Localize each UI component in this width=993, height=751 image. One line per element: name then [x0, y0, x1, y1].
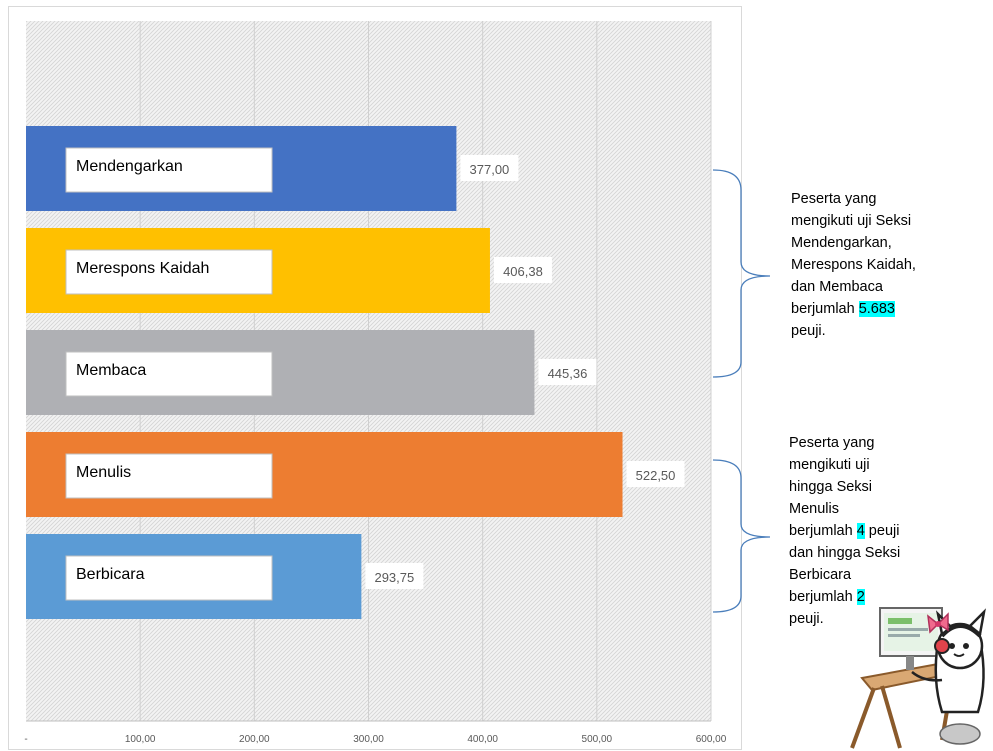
note-line: peuji.	[791, 320, 916, 342]
value-label-bg	[365, 563, 424, 589]
value-label-bg	[538, 359, 597, 385]
value-label-bg	[460, 155, 519, 181]
note-line: berjumlah 4 peuji	[789, 520, 900, 542]
highlighted-count: 5.683	[858, 301, 895, 317]
note-line: dan Membaca	[791, 276, 916, 298]
x-tick-label: 200,00	[239, 734, 270, 745]
note-text: Merespons Kaidah,	[791, 257, 916, 273]
x-tick-label: 400,00	[467, 734, 498, 745]
bar-chart: Mendengarkan 377,00 Merespons Kaidah 406,38…	[24, 21, 727, 745]
category-label: Membaca	[76, 362, 146, 379]
note-line: hingga Seksi	[789, 476, 900, 498]
note-line: mengikuti uji	[789, 454, 900, 476]
note-text: berjumlah	[789, 589, 857, 605]
category-label: Merespons Kaidah	[76, 260, 209, 277]
note-line: Peserta yang	[789, 432, 900, 454]
x-tick-label: 600,00	[696, 734, 727, 745]
category-label: Berbicara	[76, 566, 145, 583]
x-tick-label: -	[24, 734, 27, 745]
note-text: berjumlah	[789, 523, 857, 539]
category-label-box	[65, 147, 273, 193]
x-tick-label: 300,00	[353, 734, 384, 745]
category-label: Mendengarkan	[76, 158, 183, 175]
note-text: peuji.	[789, 611, 824, 627]
note-top: Peserta yang mengikuti uji Seksi Mendengar…	[791, 188, 916, 342]
value-label: 445,36	[548, 366, 588, 381]
value-label: 377,00	[470, 162, 510, 177]
note-text: Berbicara	[789, 567, 852, 583]
note-text: peuji	[864, 523, 900, 539]
note-text: hingga Seksi	[789, 479, 873, 495]
note-line: Menulis	[789, 498, 900, 520]
value-label: 293,75	[374, 570, 414, 585]
note-text: dan Membaca	[791, 279, 883, 295]
note-line: Peserta yang	[791, 188, 916, 210]
highlighted-count: 4	[856, 523, 865, 539]
note-line: Merespons Kaidah,	[791, 254, 916, 276]
note-line: peuji.	[789, 608, 900, 630]
note-text: mengikuti uji Seksi	[791, 213, 912, 229]
note-text: Menulis	[789, 501, 839, 517]
category-label-box	[65, 555, 273, 601]
highlighted-count: 2	[856, 589, 865, 605]
note-text: mengikuti uji	[789, 457, 870, 473]
note-text: peuji.	[791, 323, 826, 339]
note-line: berjumlah 2	[789, 586, 900, 608]
note-line: dan hingga Seksi	[789, 542, 900, 564]
value-label: 522,50	[636, 468, 676, 483]
x-tick-label: 500,00	[582, 734, 613, 745]
value-label-bg	[493, 257, 552, 283]
note-line: Berbicara	[789, 564, 900, 586]
note-bottom: Peserta yang mengikuti uji hingga Seksi Men…	[789, 432, 900, 630]
category-label-box	[65, 453, 273, 499]
x-tick-label: 100,00	[125, 734, 156, 745]
category-label: Menulis	[76, 464, 131, 481]
category-label-box	[65, 249, 273, 295]
note-text: Peserta yang	[791, 191, 877, 207]
value-label-bg	[626, 461, 685, 487]
note-line: mengikuti uji Seksi	[791, 210, 916, 232]
note-text: dan hingga Seksi	[789, 545, 901, 561]
note-text: Mendengarkan,	[791, 235, 892, 251]
note-line: berjumlah 5.683	[791, 298, 916, 320]
note-line: Mendengarkan,	[791, 232, 916, 254]
note-text: Peserta yang	[789, 435, 875, 451]
note-text: berjumlah	[791, 301, 859, 317]
cat-at-desk-illustration	[850, 607, 986, 749]
value-label: 406,38	[503, 264, 543, 279]
chart-frame: Mendengarkan 377,00 Merespons Kaidah 406,38…	[8, 6, 742, 750]
category-label-box	[65, 351, 273, 397]
